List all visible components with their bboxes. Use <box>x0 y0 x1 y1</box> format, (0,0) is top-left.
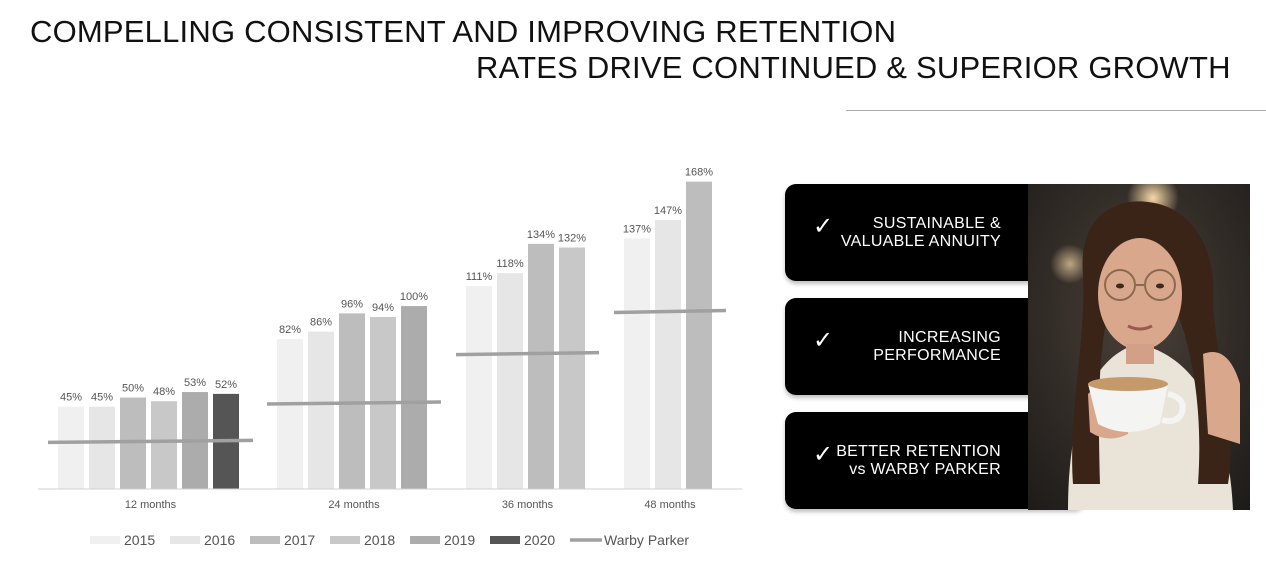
check-icon: ✓ <box>813 440 834 468</box>
bar-2016-3 <box>655 220 681 489</box>
bar-label-2019-0: 53% <box>184 377 206 389</box>
woman-with-coffee-photo <box>1028 184 1250 510</box>
legend-label-2016: 2016 <box>204 532 235 548</box>
benchmark-line-1 <box>266 400 442 406</box>
bar-2017-1 <box>339 313 365 489</box>
bar-2016-0 <box>89 406 115 489</box>
x-tick-label-1: 24 months <box>328 499 380 511</box>
bar-label-2018-1: 94% <box>372 302 394 314</box>
chart-bar-labels: 45% 45% 50% 48% 53% 52% 82% 86% 96% 94% 100% 111%11… <box>60 167 713 404</box>
panel-text-line-1: SUSTAINABLE & <box>872 214 1001 232</box>
bar-label-2018-2: 132% <box>558 233 586 245</box>
bar-label-2017-3: 168% <box>685 167 713 179</box>
chart-legend: 2015 2016 2017 2018 2019 2020 Warby Parker <box>90 532 689 548</box>
legend-swatch-2020 <box>490 536 520 544</box>
bar-2015-0 <box>58 406 84 489</box>
legend-label-2019: 2019 <box>444 532 475 548</box>
bar-label-2016-3: 147% <box>654 205 682 217</box>
benchmark-lines <box>47 308 727 445</box>
bar-label-2018-0: 48% <box>153 386 175 398</box>
title-divider <box>846 110 1266 111</box>
legend-swatch-2019 <box>410 536 440 544</box>
panel-text-line-1: BETTER RETENTION <box>836 442 1001 460</box>
benchmark-line-2 <box>455 350 600 357</box>
check-icon: ✓ <box>813 212 834 240</box>
panel-text-line-2: PERFORMANCE <box>873 346 1001 364</box>
x-axis-tick-labels: 12 months 24 months 36 months 48 months <box>125 499 696 511</box>
bar-2015-1 <box>277 338 303 489</box>
panel-text-line-2: vs WARBY PARKER <box>849 460 1001 478</box>
bar-2016-1 <box>308 331 334 489</box>
bar-2019-1 <box>401 306 427 489</box>
check-icon: ✓ <box>813 326 834 354</box>
bar-2017-2 <box>528 243 554 489</box>
bar-label-2017-2: 134% <box>527 229 555 241</box>
bar-label-2019-1: 100% <box>400 291 428 303</box>
legend-label-2018: 2018 <box>364 532 395 548</box>
bar-2015-3 <box>624 238 650 489</box>
bar-label-2016-2: 118% <box>496 258 524 270</box>
slide-title-line-1: COMPELLING CONSISTENT AND IMPROVING RETE… <box>30 14 897 49</box>
bar-label-2015-1: 82% <box>279 324 301 336</box>
legend-swatch-2018 <box>330 536 360 544</box>
benchmark-line-0 <box>47 438 254 445</box>
bar-2018-0 <box>151 401 177 489</box>
bar-2016-2 <box>497 273 523 489</box>
legend-swatch-2017 <box>250 536 280 544</box>
bar-label-2017-0: 50% <box>122 383 144 395</box>
bar-2017-3 <box>686 181 712 490</box>
bar-label-2015-3: 137% <box>623 223 651 235</box>
bar-label-2016-0: 45% <box>91 392 113 404</box>
legend-label-benchmark: Warby Parker <box>604 532 689 548</box>
x-tick-label-3: 48 months <box>644 499 696 511</box>
bar-label-2015-2: 111% <box>466 271 493 283</box>
panel-text-line-1: INCREASING <box>898 328 1001 346</box>
bar-2018-2 <box>559 247 585 489</box>
legend-label-2020: 2020 <box>524 532 555 548</box>
bar-label-2016-1: 86% <box>310 317 332 329</box>
bar-label-2015-0: 45% <box>60 392 82 404</box>
bar-label-2017-1: 96% <box>341 298 363 310</box>
x-tick-label-2: 36 months <box>502 499 554 511</box>
bar-label-2020-0: 52% <box>215 379 237 391</box>
legend-swatch-2015 <box>90 536 120 544</box>
bar-2015-2 <box>466 285 492 489</box>
retention-bar-chart: 45% 45% 50% 48% 53% 52% 82% 86% 96% 94% 100% 111%11… <box>38 167 742 548</box>
legend-label-2015: 2015 <box>124 532 155 548</box>
x-tick-label-0: 12 months <box>125 499 177 511</box>
legend-swatch-2016 <box>170 536 200 544</box>
legend-label-2017: 2017 <box>284 532 315 548</box>
slide-title-line-2: RATES DRIVE CONTINUED & SUPERIOR GROWTH <box>476 50 1231 85</box>
benchmark-line-3 <box>613 308 727 315</box>
panel-text-line-2: VALUABLE ANNUITY <box>840 232 1001 250</box>
